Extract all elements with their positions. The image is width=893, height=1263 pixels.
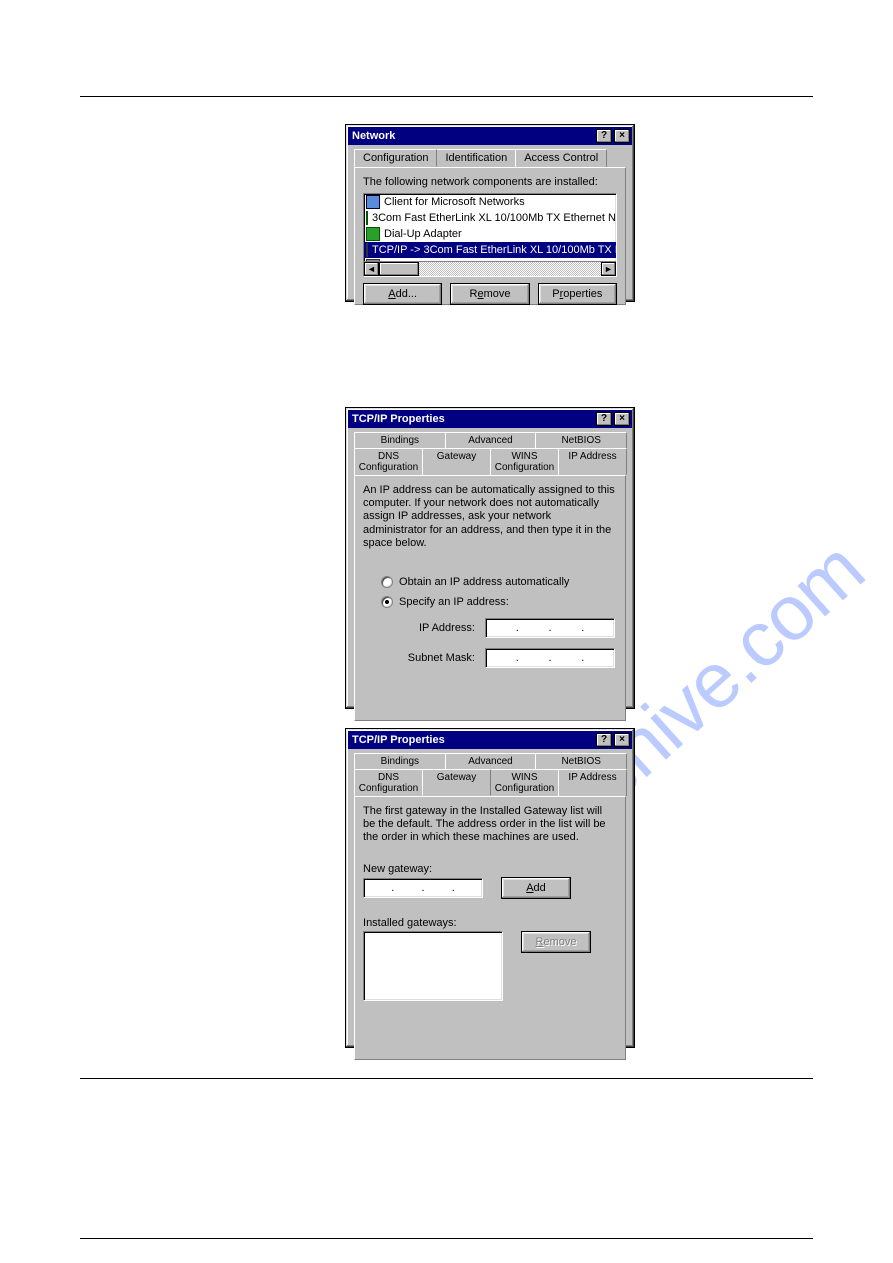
close-button[interactable]: × [614,412,630,426]
scroll-track[interactable] [379,262,601,276]
tab-advanced[interactable]: Advanced [445,753,537,769]
tab-access-control[interactable]: Access Control [515,149,607,167]
installed-gateways-row: Remove [363,931,617,1001]
new-gateway-input[interactable]: ... [363,878,483,898]
rule-bot [80,1238,813,1239]
tcpip-ip-title: TCP/IP Properties [352,413,594,425]
new-gateway-row: ... Add [363,877,617,899]
tcpip-gw-title: TCP/IP Properties [352,734,594,746]
components-list[interactable]: Client for Microsoft Networks 3Com Fast … [363,193,617,277]
radio-row-auto[interactable]: Obtain an IP address automatically [381,576,617,588]
subnet-mask-label: Subnet Mask: [405,652,475,664]
gateway-add-button[interactable]: Add [501,877,571,899]
tcpip-ip-tabs-row1: Bindings Advanced NetBIOS [354,432,626,448]
subnet-mask-input[interactable]: ... [485,648,615,668]
network-button-row: Add... Remove Properties [363,283,617,305]
network-panel: The following network components are ins… [354,167,626,305]
protocol-icon [366,243,368,257]
ip-address-row: IP Address: ... [405,618,617,638]
scroll-left-icon[interactable]: ◄ [364,262,379,276]
tab-gateway[interactable]: Gateway [422,448,491,475]
rule-top [80,96,813,97]
client-icon [366,195,380,209]
installed-gateways-list[interactable] [363,931,503,1001]
ip-radio-group: Obtain an IP address automatically Speci… [363,576,617,668]
tab-ipaddress[interactable]: IP Address [558,769,627,796]
subnet-mask-row: Subnet Mask: ... [405,648,617,668]
tab-bindings[interactable]: Bindings [354,753,446,769]
tab-dns[interactable]: DNS Configuration [354,769,423,796]
help-button[interactable]: ? [596,733,612,747]
close-button[interactable]: × [614,733,630,747]
tcpip-gw-titlebar: TCP/IP Properties ? × [348,731,632,749]
help-button[interactable]: ? [596,129,612,143]
network-titlebar: Network ? × [348,127,632,145]
gateway-remove-button[interactable]: Remove [521,931,591,953]
network-title: Network [352,130,594,142]
radio-row-specify[interactable]: Specify an IP address: [381,596,617,608]
tab-bindings[interactable]: Bindings [354,432,446,448]
nic-icon [366,211,368,225]
tab-advanced[interactable]: Advanced [445,432,537,448]
components-caption: The following network components are ins… [363,176,617,189]
tcpip-ip-panel: An IP address can be automatically assig… [354,475,626,721]
ip-address-input[interactable]: ... [485,618,615,638]
radio-specify-label: Specify an IP address: [399,596,509,608]
tab-netbios[interactable]: NetBIOS [535,432,627,448]
tcpip-gw-panel: The first gateway in the Installed Gatew… [354,796,626,1060]
remove-button[interactable]: Remove [450,283,529,305]
list-item[interactable]: Dial-Up Adapter [364,226,616,242]
rule-mid [80,1078,813,1079]
list-item-label: Dial-Up Adapter [384,228,462,240]
tab-gateway[interactable]: Gateway [422,769,491,796]
tab-dns[interactable]: DNS Configuration [354,448,423,475]
properties-button[interactable]: Properties [538,283,617,305]
gw-description: The first gateway in the Installed Gatew… [363,805,617,845]
tcpip-ip-dialog: TCP/IP Properties ? × Bindings Advanced … [345,407,635,709]
list-item-label: Client for Microsoft Networks [384,196,525,208]
nic-icon [366,227,380,241]
installed-gateways-label: Installed gateways: [363,917,617,929]
scroll-right-icon[interactable]: ► [601,262,616,276]
radio-specify[interactable] [381,596,393,608]
tab-wins[interactable]: WINS Configuration [490,448,559,475]
tab-wins[interactable]: WINS Configuration [490,769,559,796]
tcpip-gw-dialog: TCP/IP Properties ? × Bindings Advanced … [345,728,635,1048]
tab-identification[interactable]: Identification [436,149,516,167]
network-dialog: Network ? × Configuration Identification… [345,124,635,302]
horizontal-scrollbar[interactable]: ◄ ► [364,261,616,276]
help-button[interactable]: ? [596,412,612,426]
list-item[interactable]: 3Com Fast EtherLink XL 10/100Mb TX Ether… [364,210,616,226]
radio-auto-label: Obtain an IP address automatically [399,576,569,588]
ip-description: An IP address can be automatically assig… [363,484,617,550]
tab-netbios[interactable]: NetBIOS [535,753,627,769]
tab-configuration[interactable]: Configuration [354,149,437,167]
tcpip-ip-titlebar: TCP/IP Properties ? × [348,410,632,428]
list-item-selected[interactable]: TCP/IP -> 3Com Fast EtherLink XL 10/100M… [364,242,616,258]
radio-auto[interactable] [381,576,393,588]
close-button[interactable]: × [614,129,630,143]
tcpip-gw-tabs-row1: Bindings Advanced NetBIOS [354,753,626,769]
tcpip-gw-tabs-row2: DNS Configuration Gateway WINS Configura… [354,769,626,796]
list-item-label: TCP/IP -> 3Com Fast EtherLink XL 10/100M… [372,244,617,256]
list-item-label: 3Com Fast EtherLink XL 10/100Mb TX Ether… [372,212,617,224]
scroll-thumb[interactable] [379,262,419,276]
add-button[interactable]: Add... [363,283,442,305]
new-gateway-label: New gateway: [363,863,617,875]
list-item[interactable]: Client for Microsoft Networks [364,194,616,210]
ip-address-label: IP Address: [405,622,475,634]
tcpip-ip-tabs-row2: DNS Configuration Gateway WINS Configura… [354,448,626,475]
tab-ipaddress[interactable]: IP Address [558,448,627,475]
network-tabs: Configuration Identification Access Cont… [354,149,626,167]
